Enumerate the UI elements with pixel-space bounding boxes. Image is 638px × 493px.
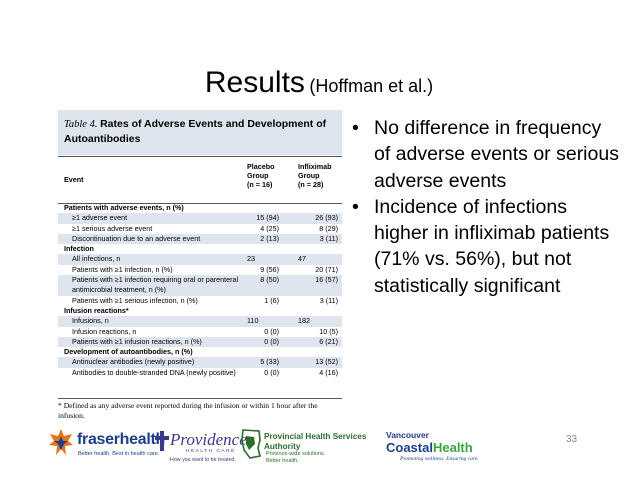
header-placebo-line: Group — [247, 171, 269, 180]
providence-cross-icon — [155, 431, 169, 451]
table-cell-placebo: 110 — [247, 316, 259, 326]
vch-logo-coastal: Coastal — [386, 440, 433, 455]
table-section-row: Patients with adverse events, n (%) — [58, 203, 342, 213]
table-row: Antibodies to double-stranded DNA (newly… — [58, 368, 342, 389]
table-section-row: Infusion reactions* — [58, 306, 342, 316]
fraserhealth-leaf-icon — [49, 429, 73, 455]
bullet-item: Incidence of infections higher in inflix… — [350, 194, 620, 299]
table-cell-infliximab: 47 — [298, 254, 306, 264]
table-cell-event: Patients with adverse events, n (%) — [64, 203, 184, 212]
table-cell-infliximab: 8 (29) — [319, 223, 338, 233]
table-cell-placebo: 4 (25) — [260, 223, 279, 233]
table-cell-event: Patients with ≥1 serious infection, n (%… — [72, 295, 198, 305]
table-cell-infliximab: 26 (93) — [315, 213, 338, 223]
table-cell-event: Infusion reactions* — [64, 305, 129, 315]
table-header: Event Placebo Group (n = 16) Infliximab … — [58, 156, 342, 204]
table-cell-infliximab: 4 (16) — [319, 367, 338, 377]
vch-logo-health: Health — [432, 440, 473, 455]
table-cell-event: Infection — [64, 244, 94, 254]
table-cell-placebo: 8 (50) — [260, 275, 279, 285]
table-cell-placebo: 1 (6) — [264, 295, 279, 305]
table-footnote: * Defined as any adverse event reported … — [58, 398, 342, 420]
table-cell-event: All infections, n — [72, 254, 121, 264]
providence-logo-text: Providence — [170, 430, 247, 449]
header-placebo-line: Placebo — [247, 162, 275, 171]
table-cell-event: Infusions, n — [72, 316, 109, 326]
table-cell-event: Infusion reactions, n — [72, 326, 137, 336]
table-section-row: Development of autoantibodies, n (%) — [58, 347, 342, 357]
title-main: Results — [204, 66, 305, 99]
table-cell-infliximab: 20 (71) — [315, 264, 338, 274]
table-row: Patients with ≥1 infection, n (%) 9 (56) 2… — [58, 265, 342, 275]
table-cell-infliximab: 16 (57) — [315, 275, 338, 285]
providence-tagline: How you want to be treated. — [170, 457, 236, 463]
table-cell-placebo: 0 (0) — [264, 326, 279, 336]
providence-subtext: HEALTH CARE — [186, 449, 236, 454]
table-cell-infliximab: 182 — [298, 316, 310, 326]
table-body: Patients with adverse events, n (%) ≥1 ad… — [58, 203, 342, 388]
table-row: Patients with ≥1 infection requiring ora… — [58, 275, 342, 296]
table-row: Patients with ≥1 serious infection, n (%… — [58, 296, 342, 306]
table-row: Discontinuation due to an adverse event 2… — [58, 233, 342, 245]
table-cell-event: Patients with ≥1 infection, n (%) — [72, 264, 173, 274]
phsa-province-map-icon — [241, 429, 261, 459]
table-cell-placebo: 0 (0) — [264, 336, 279, 346]
table-row: Infusions, n 110 182 — [58, 316, 342, 327]
vch-logo-top: Vancouver — [386, 430, 429, 440]
vch-tagline: Promoting wellness. Ensuring care. — [400, 456, 479, 462]
slide-title: Results (Hoffman et al.) — [0, 66, 638, 100]
fraserhealth-logo-text: fraserhealth — [77, 431, 165, 448]
header-infliximab-line: Infliximab — [298, 162, 332, 171]
table-row: Infusion reactions, n 0 (0) 10 (5) — [58, 327, 342, 337]
table-cell-placebo: 2 (13) — [260, 233, 279, 243]
fraserhealth-tagline: Better health. Best in health care. — [78, 451, 160, 457]
table-cell-placebo: 15 (94) — [256, 213, 279, 223]
table-caption-label: Table 4. — [64, 119, 98, 130]
phsa-logo-text: Provincial Health Services Authority — [264, 432, 367, 451]
table-cell-infliximab: 3 (11) — [319, 233, 338, 243]
table-cell-infliximab: 13 (52) — [315, 357, 338, 367]
table-caption: Table 4. Rates of Adverse Events and Dev… — [58, 110, 342, 155]
phsa-tagline: Province-wide solutions. Better health. — [266, 451, 326, 464]
table-row: Patients with ≥1 infusion reactions, n (… — [58, 336, 342, 348]
table-cell-infliximab: 3 (11) — [319, 295, 338, 305]
table-cell-event: Patients with ≥1 infection requiring ora… — [72, 275, 239, 295]
adverse-events-table: Table 4. Rates of Adverse Events and Dev… — [58, 110, 342, 420]
page-number: 33 — [566, 434, 578, 445]
table-cell-event: Development of autoantibodies, n (%) — [64, 347, 193, 357]
bullet-list: No difference in frequency of adverse ev… — [350, 115, 620, 299]
table-cell-event: Antinuclear antibodies (newly positive) — [72, 357, 195, 367]
table-cell-event: ≥1 serious adverse event — [72, 223, 153, 233]
table-caption-title: Rates of Adverse Events and Development … — [64, 118, 327, 145]
table-row: All infections, n 23 47 — [58, 254, 342, 265]
header-placebo-line: (n = 16) — [247, 180, 273, 189]
table-row: ≥1 serious adverse event 4 (25) 8 (29) — [58, 224, 342, 234]
header-infliximab-line: Group — [298, 171, 320, 180]
table-row: ≥1 adverse event 15 (94) 26 (93) — [58, 213, 342, 224]
table-section-row: Infection — [58, 244, 342, 254]
table-cell-event: Patients with ≥1 infusion reactions, n (… — [72, 336, 202, 346]
vch-logo-main: CoastalHealth — [386, 440, 473, 455]
title-subtitle: (Hoffman et al.) — [309, 76, 434, 96]
table-cell-placebo: 0 (0) — [264, 367, 279, 377]
header-infliximab: Infliximab Group (n = 28) — [298, 162, 332, 189]
header-infliximab-line: (n = 28) — [298, 180, 324, 189]
table-cell-event: Discontinuation due to an adverse event — [72, 233, 201, 243]
table-cell-placebo: 5 (33) — [260, 357, 279, 367]
header-placebo: Placebo Group (n = 16) — [247, 162, 275, 189]
header-event: Event — [64, 175, 84, 184]
table-cell-placebo: 23 — [247, 254, 255, 264]
table-row: Antinuclear antibodies (newly positive) 5… — [58, 357, 342, 368]
table-cell-infliximab: 6 (21) — [319, 336, 338, 346]
table-cell-event: ≥1 adverse event — [72, 213, 128, 223]
bullet-item: No difference in frequency of adverse ev… — [350, 115, 620, 194]
table-cell-event: Antibodies to double-stranded DNA (newly… — [72, 367, 236, 377]
table-cell-infliximab: 10 (5) — [319, 326, 338, 336]
table-cell-placebo: 9 (56) — [260, 264, 279, 274]
